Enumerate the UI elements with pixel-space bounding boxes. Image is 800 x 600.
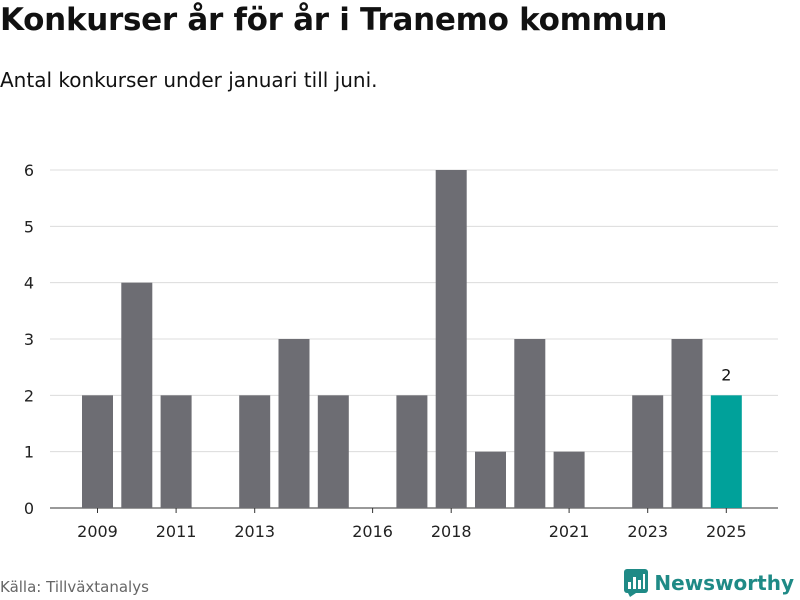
- y-tick-label: 3: [24, 330, 34, 349]
- highlight-data-label: 2: [721, 365, 731, 384]
- y-tick-label: 0: [24, 499, 34, 518]
- y-tick-label: 2: [24, 386, 34, 405]
- bar-2020: [514, 339, 546, 508]
- bar-2013: [239, 395, 271, 508]
- x-tick-label: 2018: [431, 522, 472, 541]
- source-note: Källa: Tillväxtanalys: [0, 578, 149, 596]
- bar-2010: [121, 282, 153, 508]
- bar-2015: [317, 395, 349, 508]
- brand-name: Newsworthy: [654, 571, 794, 595]
- x-axis-ticks: 2009 2011 2013 2016 2018 2021 2023 2025: [77, 508, 747, 541]
- bars: [82, 170, 742, 508]
- y-tick-label: 1: [24, 443, 34, 462]
- y-axis-ticks: 0 1 2 3 4 5 6: [24, 161, 34, 518]
- bar-2024: [671, 339, 703, 508]
- x-tick-label: 2011: [156, 522, 197, 541]
- chart-title: Konkurser år för år i Tranemo kommun: [0, 2, 668, 38]
- bar-2011: [160, 395, 192, 508]
- bar-2019: [475, 451, 506, 508]
- bar-2009: [82, 395, 113, 508]
- bar-2023: [632, 395, 664, 508]
- brand-logo: Newsworthy: [624, 569, 794, 597]
- bar-2021: [553, 451, 585, 508]
- bar-2018: [435, 170, 467, 508]
- data-labels: 2: [721, 365, 731, 384]
- bar-2025: [710, 395, 742, 508]
- y-tick-label: 4: [24, 274, 34, 293]
- x-tick-label: 2009: [77, 522, 118, 541]
- x-tick-label: 2023: [627, 522, 668, 541]
- y-tick-label: 5: [24, 217, 34, 236]
- bar-2014: [278, 339, 310, 508]
- bar-2017: [396, 395, 428, 508]
- x-tick-label: 2013: [234, 522, 275, 541]
- chart-subtitle: Antal konkurser under januari till juni.: [0, 68, 378, 92]
- newsworthy-logo-icon: [624, 569, 649, 597]
- x-tick-label: 2016: [352, 522, 393, 541]
- x-tick-label: 2025: [706, 522, 747, 541]
- x-tick-label: 2021: [549, 522, 590, 541]
- y-tick-label: 6: [24, 161, 34, 180]
